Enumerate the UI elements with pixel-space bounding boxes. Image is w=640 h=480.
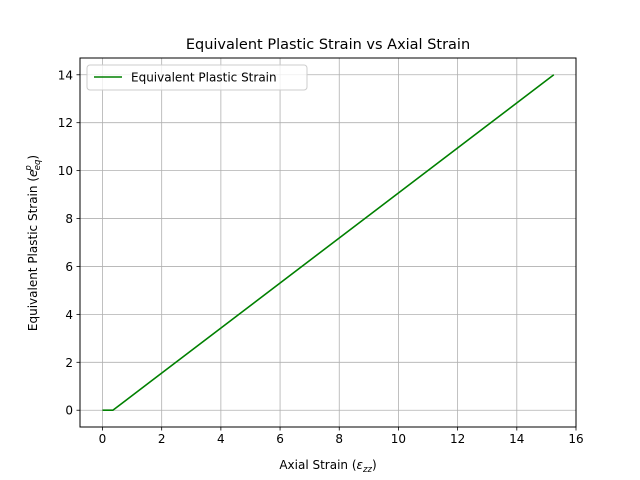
y-tick-label: 6 [65, 260, 73, 274]
y-axis-label-superscript: p [24, 165, 34, 171]
x-axis-label: Axial Strain (εzz) [279, 458, 376, 475]
y-axis-label: Equivalent Plastic Strain (epeq) [24, 155, 43, 331]
x-tick-label: 4 [217, 432, 225, 446]
y-tick-label: 0 [65, 404, 73, 418]
x-tick-label: 6 [276, 432, 284, 446]
x-axis-label-suffix: ) [372, 458, 377, 472]
x-tick-label: 10 [391, 432, 406, 446]
y-axis-label-subscript: eq [33, 159, 43, 170]
y-tick-label: 2 [65, 356, 73, 370]
plot-frame [79, 57, 577, 428]
x-tick-label: 0 [99, 432, 107, 446]
series-line [102, 74, 555, 412]
x-ticks: 0 2 4 6 8 10 12 14 16 [99, 427, 584, 446]
x-tick-label: 8 [335, 432, 343, 446]
series-layer [102, 74, 555, 412]
x-tick-label: 12 [450, 432, 465, 446]
x-axis-label-subscript: zz [362, 465, 372, 475]
y-tick-label: 10 [58, 164, 73, 178]
x-axis-label-prefix: Axial Strain ( [279, 458, 356, 472]
y-tick-label: 12 [58, 116, 73, 130]
legend-frame [86, 64, 308, 91]
y-tick-label: 14 [58, 68, 73, 82]
plot-area [80, 58, 576, 427]
x-axis-label-symbol: ε [357, 458, 364, 472]
y-axis-label-prefix: Equivalent Plastic Strain ( [26, 177, 40, 331]
y-tick-label: 4 [65, 308, 73, 322]
y-axis-label-suffix: ) [26, 155, 40, 160]
y-axis-label-symbol: e [26, 170, 40, 177]
legend: Equivalent Plastic Strain [86, 64, 308, 91]
y-ticks: 0 2 4 6 8 10 12 14 [58, 68, 80, 418]
x-tick-label: 14 [509, 432, 524, 446]
x-tick-label: 2 [158, 432, 166, 446]
x-tick-label: 16 [568, 432, 583, 446]
y-tick-label: 8 [65, 212, 73, 226]
legend-label: Equivalent Plastic Strain [131, 71, 277, 85]
chart-title: Equivalent Plastic Strain vs Axial Strai… [186, 37, 470, 53]
